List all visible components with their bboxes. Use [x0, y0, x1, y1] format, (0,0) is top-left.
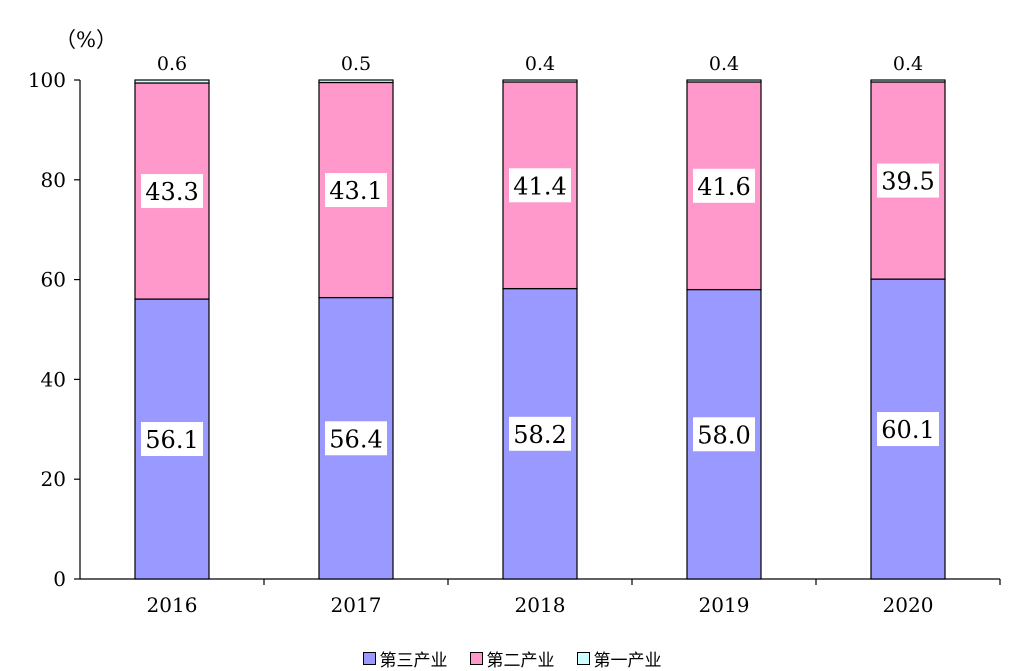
x-tick-label: 2019	[699, 593, 750, 617]
data-label-box	[141, 422, 203, 457]
x-tick-label: 2016	[147, 593, 198, 617]
legend-swatch-tertiary	[362, 651, 376, 665]
data-label: 41.4	[513, 172, 566, 200]
legend: 第三产业 第二产业 第一产业	[0, 646, 1024, 671]
y-unit-label: （%）	[55, 28, 117, 52]
bar-segment	[134, 79, 210, 84]
bar-segment	[686, 79, 762, 83]
data-label-box	[877, 163, 939, 198]
data-label: 58.0	[697, 421, 750, 449]
legend-swatch-primary	[576, 651, 590, 665]
legend-item-primary: 第一产业	[576, 646, 662, 671]
y-tick-label: 40	[41, 367, 66, 391]
y-tick-label: 80	[41, 168, 66, 192]
x-tick-label: 2017	[331, 593, 382, 617]
data-label-box	[693, 168, 755, 203]
y-tick-label: 0	[53, 567, 66, 591]
data-label-box	[877, 412, 939, 447]
y-tick-label: 100	[28, 68, 66, 92]
legend-item-secondary: 第二产业	[469, 646, 555, 671]
data-label-top: 0.5	[341, 53, 371, 75]
legend-swatch-secondary	[469, 651, 483, 665]
data-label-box	[693, 417, 755, 452]
legend-label-secondary: 第二产业	[486, 650, 555, 671]
data-label-top: 0.4	[709, 53, 739, 75]
data-label-box	[141, 174, 203, 209]
data-label-box	[325, 421, 387, 456]
y-tick-label: 60	[41, 268, 66, 292]
data-label: 41.6	[697, 173, 750, 201]
bar-segment	[870, 79, 946, 83]
legend-label-primary: 第一产业	[593, 650, 662, 671]
data-label-top: 0.4	[893, 53, 923, 75]
data-label-top: 0.4	[525, 53, 555, 75]
chart-canvas: （%） 0 20 40 60 80 100 56.1 43.3 0.6 2016 56.4 43.1 0.…	[28, 28, 1001, 617]
data-label: 43.3	[145, 178, 198, 206]
data-label: 56.4	[329, 425, 382, 453]
legend-label-tertiary: 第三产业	[379, 650, 448, 671]
data-label-box	[509, 416, 571, 451]
bar-segment	[318, 79, 394, 84]
data-label: 60.1	[881, 416, 934, 444]
data-label-box	[509, 168, 571, 203]
data-label-top: 0.6	[157, 53, 187, 75]
x-tick-label: 2020	[883, 593, 934, 617]
x-tick-label: 2018	[515, 593, 566, 617]
data-label: 39.5	[881, 168, 934, 196]
data-label-box	[325, 173, 387, 208]
data-label: 56.1	[145, 426, 198, 454]
y-tick-label: 20	[41, 467, 66, 491]
data-label: 43.1	[329, 177, 382, 205]
legend-item-tertiary: 第三产业	[362, 646, 448, 671]
data-label: 58.2	[513, 421, 566, 449]
bar-segment	[502, 79, 578, 83]
